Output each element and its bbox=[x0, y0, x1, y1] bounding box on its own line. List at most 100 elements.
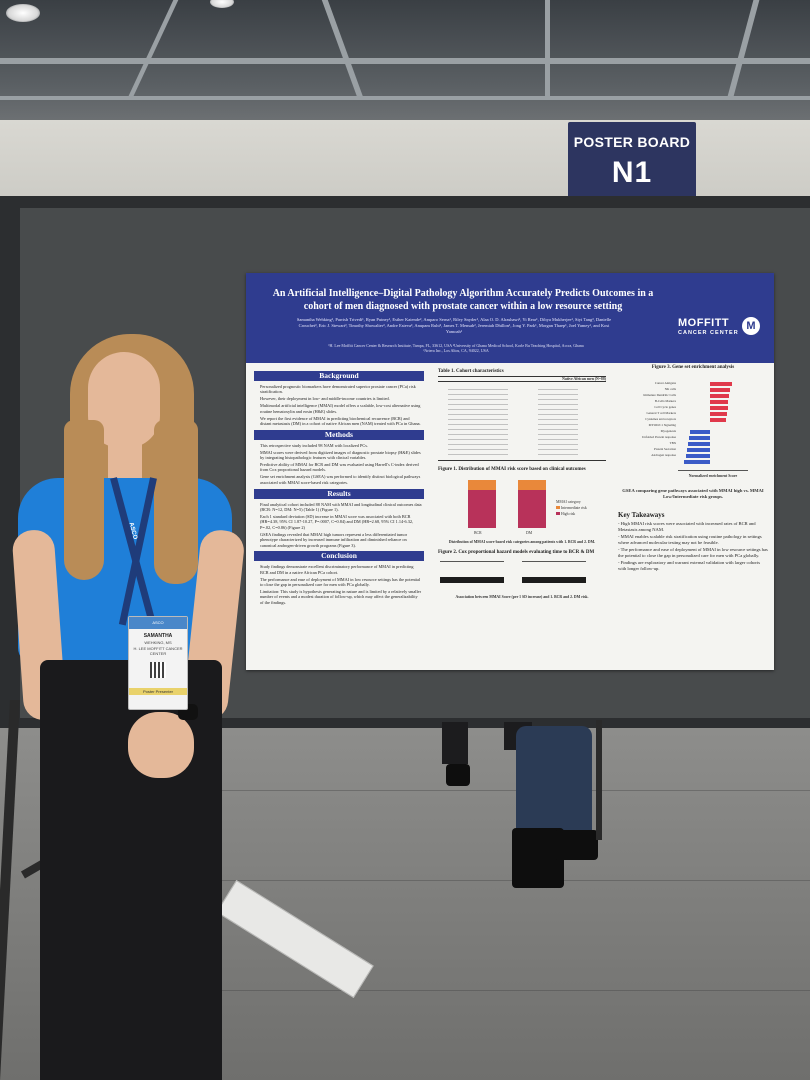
nes-bar-positive bbox=[710, 418, 726, 422]
figure2-caption: Association between MMAI Score (per 1 SD… bbox=[455, 595, 589, 600]
badge-qr-code bbox=[150, 662, 166, 678]
pathway-label: NK cells bbox=[664, 387, 676, 391]
left-column: Background Personalized prognostic bioma… bbox=[254, 371, 424, 609]
takeaway-item: - MMAI enables scalable risk stratificat… bbox=[618, 534, 762, 546]
takeaway-item: - High MMAI risk scores were associated … bbox=[618, 521, 756, 532]
forest-plot-dm bbox=[522, 561, 586, 592]
moffitt-logo-text: MOFFITT CANCER CENTER bbox=[678, 317, 770, 336]
presenter-hair-right bbox=[154, 420, 198, 584]
nes-bar-positive bbox=[710, 382, 732, 386]
nes-bar-negative bbox=[689, 436, 710, 440]
key-takeaways-heading: Key Takeaways bbox=[618, 511, 665, 520]
dm-axis-label: DM bbox=[526, 530, 533, 535]
badge-org: H. LEE MOFFITT CANCER CENTER bbox=[133, 646, 183, 656]
fig1-legend-high: High risk bbox=[556, 511, 576, 517]
conclusion-list: Study findings demonstrate excellent dis… bbox=[254, 561, 424, 608]
key-takeaways-list: - High MMAI risk scores were associated … bbox=[618, 521, 768, 572]
figure1-chart: BCR DM MMAI category Intermediate risk H… bbox=[438, 476, 606, 540]
results-item: Final analytical cohort included 88 NAM … bbox=[260, 501, 422, 513]
fig1-legend-intermediate: Intermediate risk bbox=[556, 505, 587, 511]
nes-bar-positive bbox=[710, 388, 730, 392]
pathway-label: TBX bbox=[669, 441, 676, 445]
poster-title: An Artificial Intelligence–Digital Patho… bbox=[258, 287, 668, 313]
pathway-label: Cancer Antigens bbox=[654, 381, 676, 385]
table1-row-block bbox=[448, 385, 508, 456]
logo-word: MOFFITT bbox=[678, 317, 730, 329]
dm-bar-intermediate bbox=[518, 479, 546, 490]
fig1-legend-high-label: High risk bbox=[560, 511, 576, 516]
background-person-jeans bbox=[516, 726, 592, 840]
figure1-title: Figure 1. Distribution of MMAI risk scor… bbox=[438, 466, 586, 472]
background-item: Personalized prognostic biomarkers have … bbox=[260, 384, 416, 395]
bcr-axis-label: BCR bbox=[474, 530, 482, 535]
floor-seam bbox=[200, 990, 810, 991]
methods-item: Gene set enrichment analysis (GSEA) was … bbox=[260, 474, 421, 485]
table1-body bbox=[438, 382, 606, 460]
poster-title-line1: An Artificial Intelligence–Digital Patho… bbox=[272, 288, 654, 299]
nes-bar-positive bbox=[710, 406, 728, 410]
ceiling-truss bbox=[545, 0, 550, 100]
poster-affiliations: ¹H. Lee Moffitt Cancer Center & Research… bbox=[328, 343, 584, 353]
figure3-title: Figure 3. Gene set enrichment analysis bbox=[651, 365, 735, 370]
badge-header: ASCO bbox=[129, 617, 187, 629]
pathway-label: Cytokines and receptors bbox=[645, 417, 676, 421]
results-list: Final analytical cohort included 88 NAM … bbox=[254, 499, 424, 552]
research-poster: An Artificial Intelligence–Digital Patho… bbox=[246, 273, 774, 670]
middle-column: Table 1. Cohort characteristics Native A… bbox=[438, 369, 606, 600]
nes-bar-positive bbox=[710, 400, 728, 404]
floor-seam bbox=[200, 790, 810, 791]
results-item: Each 1 standard deviation (SD) increase … bbox=[260, 514, 414, 530]
pathway-label: Cell Cycle genes bbox=[654, 405, 676, 409]
badge-name: SAMANTHA bbox=[143, 633, 173, 639]
right-column: Figure 3. Gene set enrichment analysis C… bbox=[618, 365, 768, 574]
forest-plot-dm-table bbox=[522, 577, 586, 584]
bcr-bar-high bbox=[468, 489, 496, 528]
poster-header: An Artificial Intelligence–Digital Patho… bbox=[246, 273, 774, 363]
presenter-trousers bbox=[40, 660, 222, 1080]
poster-title-line2: cohort of men diagnosed with prostate ca… bbox=[303, 301, 623, 312]
dm-bar-high bbox=[518, 489, 546, 528]
background-person-leg bbox=[442, 722, 468, 764]
results-item: GSEA findings revealed that MMAI high tu… bbox=[260, 531, 408, 548]
background-heading: Background bbox=[254, 371, 424, 381]
presenter-name-badge: ASCO SAMANTHA WEHKING, MS H. LEE MOFFITT… bbox=[128, 616, 188, 710]
floor-seam bbox=[200, 880, 810, 881]
takeaway-item: - The performance and ease of deployment… bbox=[618, 547, 768, 559]
forest-plot-bcr bbox=[440, 561, 504, 592]
table-rule bbox=[438, 381, 606, 382]
takeaway-item: - Findings are exploratory and warrant e… bbox=[618, 560, 761, 572]
figure2-forest-plots bbox=[438, 555, 606, 595]
nes-bar-positive bbox=[710, 394, 729, 398]
ceiling bbox=[0, 0, 810, 140]
easel-leg bbox=[596, 720, 602, 840]
figure1-caption: Distribution of MMAI score-based risk ca… bbox=[448, 539, 596, 544]
methods-item: MMAI scores were derived from digitized … bbox=[260, 449, 421, 461]
nes-bar-negative bbox=[684, 460, 710, 464]
methods-item: Predictive ability of MMAI for BCR and D… bbox=[260, 462, 419, 473]
ceiling-light bbox=[210, 0, 234, 8]
methods-list: This retrospective study included 98 NAM… bbox=[254, 440, 424, 489]
ceiling-truss bbox=[0, 58, 810, 64]
table1-column-header: Native African men (N=88) bbox=[562, 376, 606, 381]
background-item: We report the first evidence of MMAI in … bbox=[260, 415, 421, 426]
table1-value-block bbox=[538, 385, 578, 456]
nes-bar-positive bbox=[710, 412, 727, 416]
poster-authors: Samantha Wehking¹, Parrish Trivedi¹, Rya… bbox=[296, 317, 612, 334]
results-heading: Results bbox=[254, 488, 424, 499]
nes-bar-negative bbox=[688, 442, 710, 446]
table1-title: Table 1. Cohort characteristics bbox=[438, 369, 504, 374]
pathway-label: Myogenesis bbox=[660, 429, 676, 433]
logo-subtitle: CANCER CENTER bbox=[678, 330, 739, 336]
bcr-bar-intermediate bbox=[468, 479, 496, 490]
background-item: Multimodal artificial intelligence (MMAI… bbox=[260, 403, 421, 414]
pathway-label: MYOD/C1 Signaling bbox=[648, 423, 676, 427]
methods-heading: Methods bbox=[254, 429, 424, 440]
fig3-x-axis bbox=[678, 470, 748, 471]
conclusion-item: Limitation: This study is hypothesis gen… bbox=[260, 589, 422, 605]
presenter-hair-left bbox=[64, 420, 104, 580]
table-rule bbox=[438, 459, 606, 461]
methods-item: This retrospective study included 98 NAM… bbox=[260, 442, 369, 448]
nes-bar-negative bbox=[686, 454, 710, 458]
pathway-label: Unfolded Protein response bbox=[642, 435, 676, 439]
fig1-legend-intermediate-label: Intermediate risk bbox=[560, 505, 587, 510]
